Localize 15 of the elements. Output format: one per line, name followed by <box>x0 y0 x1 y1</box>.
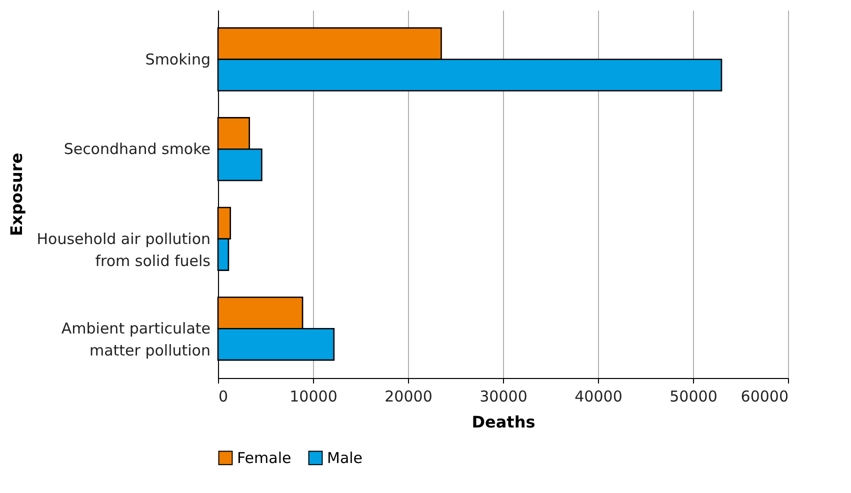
y-tick-label: Household air pollution from solid fuels <box>36 230 211 270</box>
x-tick-label: 20000 <box>384 388 432 406</box>
x-tick-label: 30000 <box>480 388 528 406</box>
x-axis-title: Deaths <box>472 412 536 432</box>
y-axis-title: Exposure <box>6 152 26 236</box>
y-tick-label: Secondhand smoke <box>64 140 210 158</box>
y-tick-label: Smoking <box>145 50 210 68</box>
x-tick-label: 40000 <box>574 388 622 406</box>
x-tick-label: 60000 <box>740 388 788 406</box>
x-tick-label: 50000 <box>670 388 718 406</box>
legend-label: Male <box>327 448 363 467</box>
y-tick-label: Ambient particulate matter pollution <box>61 320 210 360</box>
x-tick-label: 0 <box>218 388 228 406</box>
legend-label: Female <box>237 448 292 467</box>
x-tick-label: 10000 <box>290 388 338 406</box>
